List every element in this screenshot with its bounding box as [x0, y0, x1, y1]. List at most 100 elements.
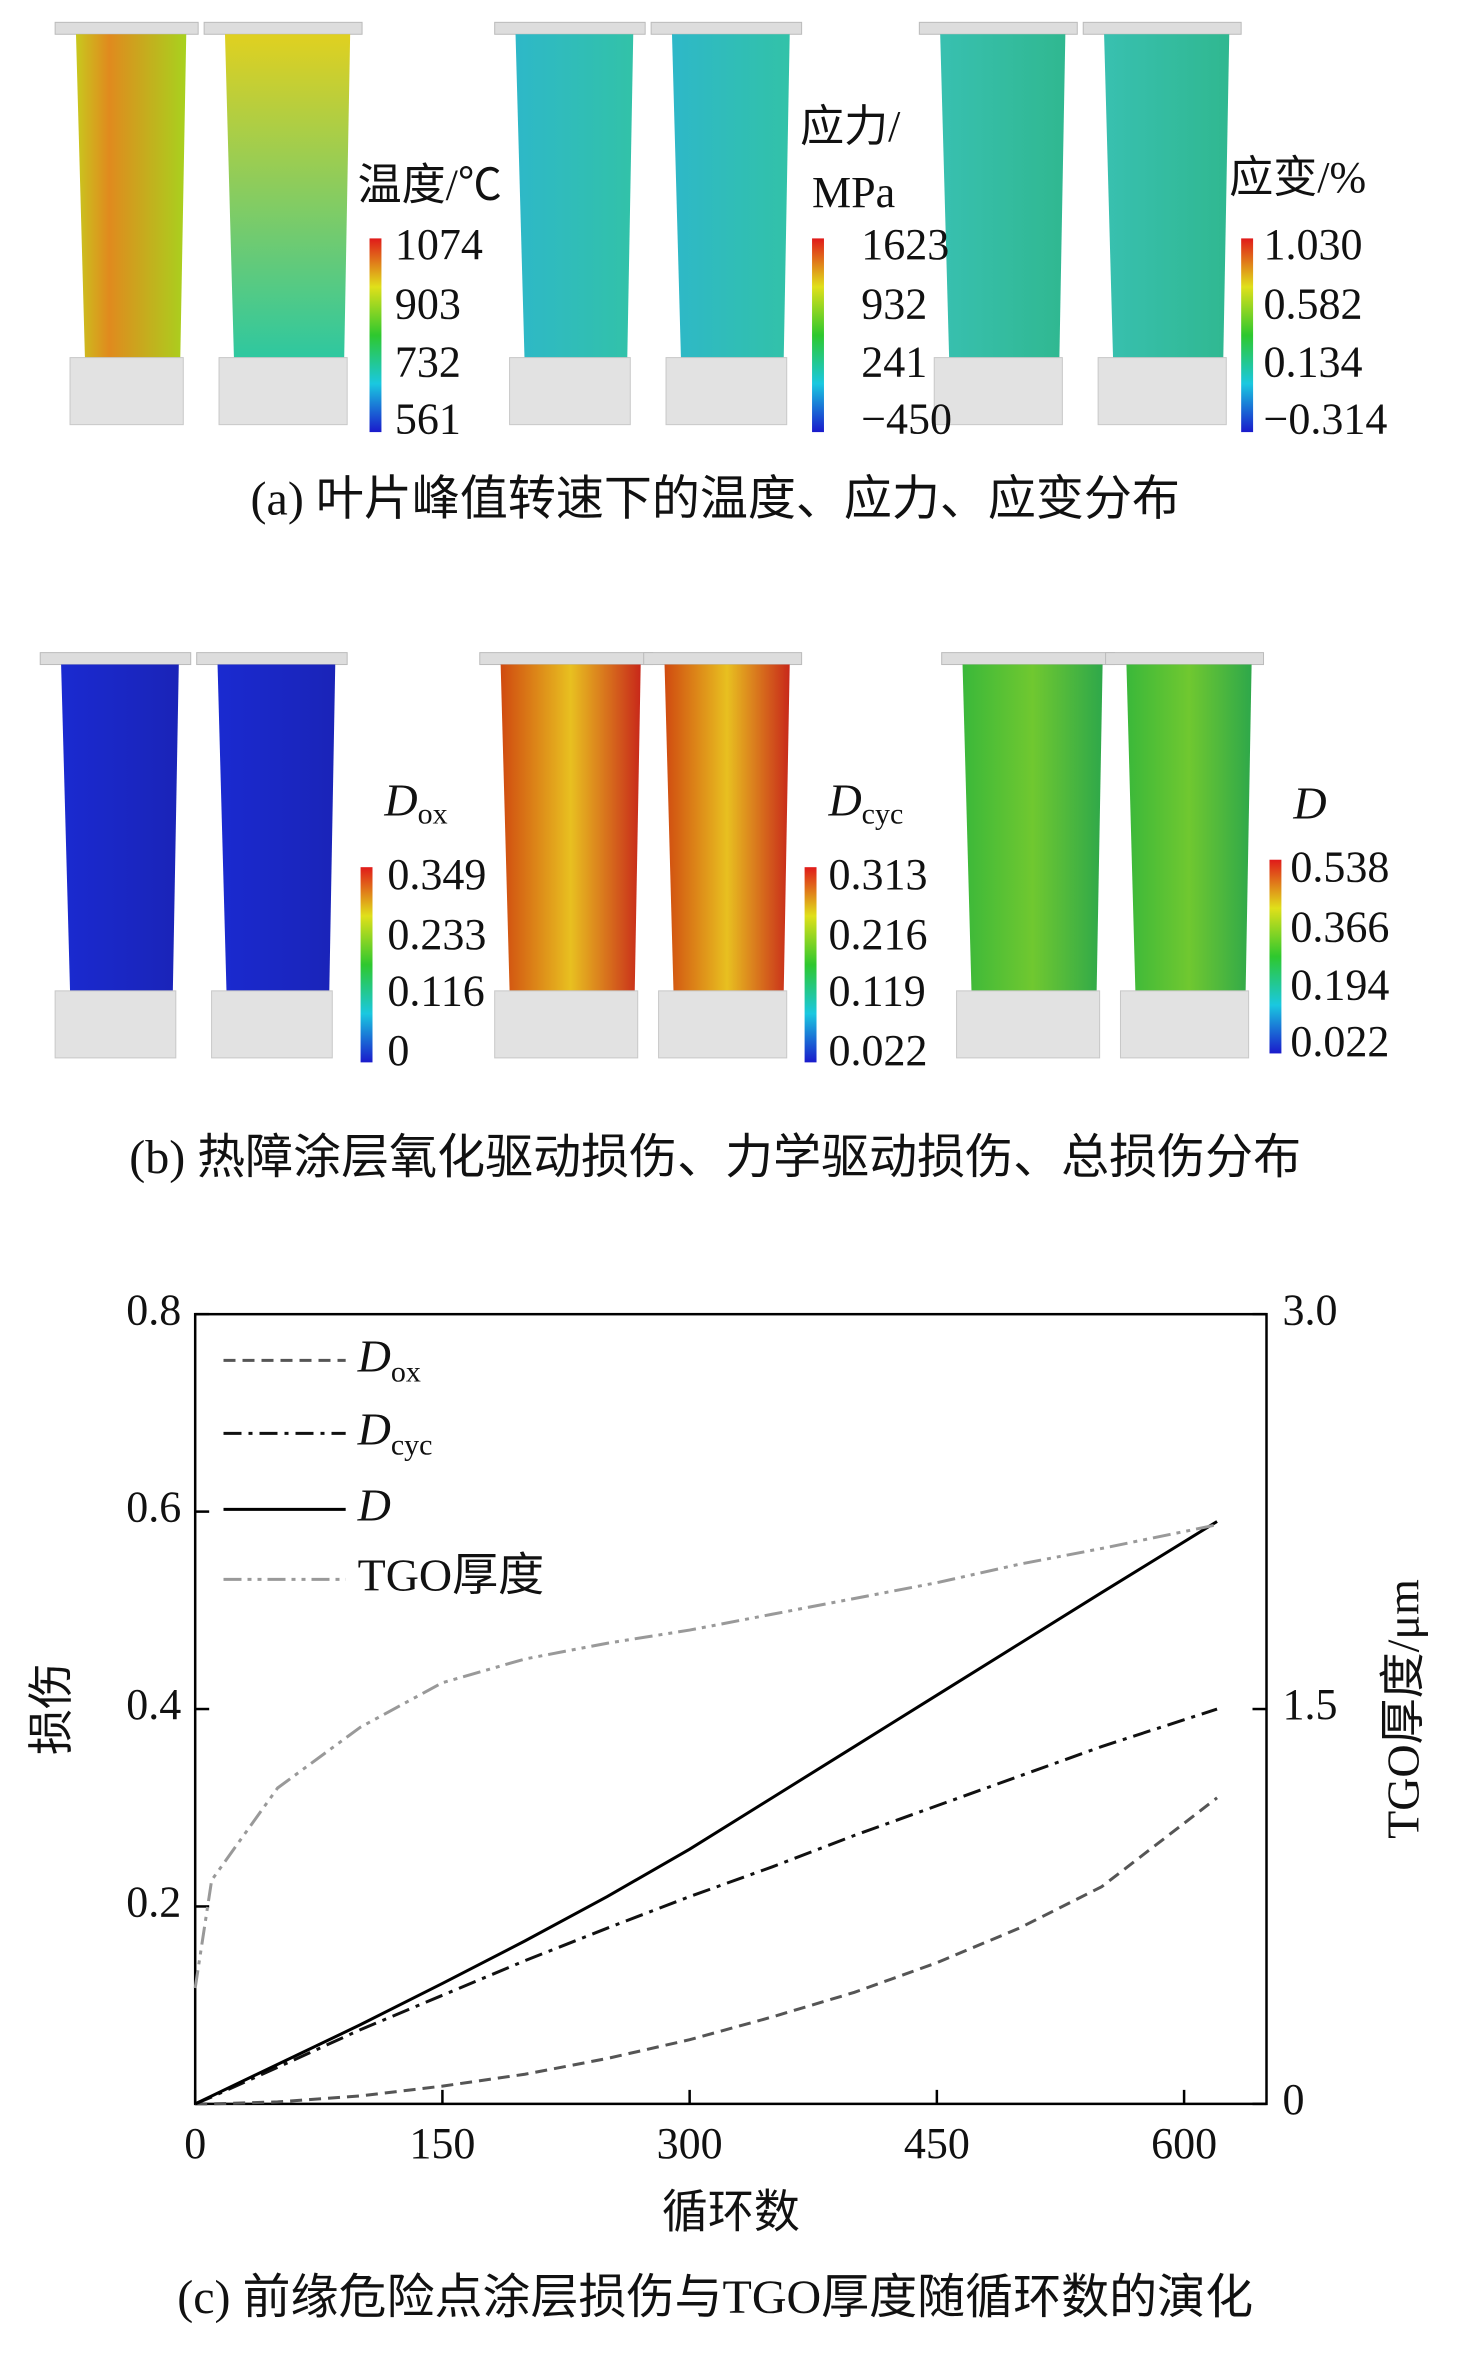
colorbar-title: 温度/℃ — [358, 160, 502, 209]
x-tick-label: 600 — [1151, 2119, 1217, 2168]
blade-root — [509, 357, 631, 426]
colorbar-tick-label: 0.194 — [1290, 960, 1389, 1009]
colorbar-tick-label: 1.030 — [1264, 220, 1363, 269]
blade-root — [211, 990, 333, 1059]
colorbar-title: 应力/ — [800, 102, 901, 151]
y-tick-label: 0.4 — [126, 1680, 181, 1729]
colorbar-tick-label: 0.233 — [387, 910, 486, 959]
colorbar-title: MPa — [812, 168, 895, 217]
blade-root — [494, 990, 639, 1059]
colorbar — [360, 867, 373, 1063]
blade — [1104, 34, 1230, 358]
colorbar-tick-label: 1623 — [861, 220, 949, 269]
blade — [940, 34, 1066, 358]
legend-name: D — [357, 1403, 391, 1454]
blade-platform — [479, 652, 654, 666]
colorbar — [812, 238, 824, 433]
colorbar-tick-label: 1074 — [395, 220, 483, 269]
y2-tick-label: 1.5 — [1283, 1680, 1338, 1729]
blade-platform — [494, 21, 646, 35]
y2-tick-label: 3.0 — [1283, 1285, 1338, 1334]
y-tick-label: 0.2 — [126, 1878, 181, 1927]
colorbar-title: 应变/% — [1229, 153, 1366, 202]
blade — [75, 34, 187, 358]
x-tick-label: 450 — [904, 2119, 970, 2168]
blade-root — [956, 990, 1101, 1059]
series-line — [194, 1707, 1218, 2106]
legend-subscript: cyc — [391, 1428, 433, 1461]
colorbar-tick-label: 0.313 — [828, 850, 927, 899]
y-axis-label: 损伤 — [26, 1663, 77, 1755]
colorbar-tick-label: −450 — [861, 394, 952, 443]
series-line — [193, 1523, 1218, 1989]
series-line — [194, 1520, 1218, 2106]
blade-platform — [39, 652, 192, 666]
caption: (b) 热障涂层氧化驱动损伤、力学驱动损伤、总损伤分布 — [129, 1131, 1301, 1184]
legend-label: Dox — [357, 1330, 421, 1388]
blade — [217, 664, 336, 991]
legend-name: D — [357, 1330, 391, 1381]
blade-root — [933, 357, 1063, 426]
y2-tick-label: 0 — [1283, 2075, 1305, 2124]
colorbar-title: D — [1292, 777, 1326, 828]
blade-root — [665, 357, 788, 426]
colorbar-tick-label: 0.022 — [828, 1026, 927, 1075]
colorbar-title: Dcyc — [827, 774, 903, 830]
colorbar-title-subscript: ox — [418, 797, 448, 830]
colorbar-title-symbol: D — [383, 774, 417, 825]
colorbar-title-symbol: D — [1292, 777, 1326, 828]
blade-platform — [1082, 21, 1242, 35]
caption: (c) 前缘危险点涂层损伤与TGO厚度随循环数的演化 — [177, 2271, 1253, 2324]
blade-platform — [54, 21, 199, 35]
colorbar-tick-label: 0.582 — [1264, 280, 1363, 329]
blade-platform — [1105, 652, 1265, 666]
blade-root — [1097, 357, 1227, 426]
legend-subscript: ox — [391, 1355, 421, 1388]
colorbar-tick-label: 0.119 — [828, 966, 925, 1015]
y-tick-label: 0.8 — [126, 1285, 181, 1334]
x-tick-label: 150 — [409, 2119, 475, 2168]
blade-root — [658, 990, 788, 1059]
colorbar — [1241, 238, 1254, 433]
blade — [1126, 664, 1252, 991]
legend-label: Dcyc — [357, 1403, 433, 1461]
blade-root — [1119, 990, 1250, 1059]
colorbar-tick-label: 0 — [387, 1026, 409, 1075]
colorbar-tick-label: 561 — [395, 394, 461, 443]
colorbar — [1269, 859, 1282, 1054]
blade — [224, 34, 351, 358]
colorbar-tick-label: 0.116 — [387, 966, 484, 1015]
colorbar-tick-label: 241 — [861, 338, 927, 387]
blade-root — [69, 357, 184, 426]
colorbar-tick-label: 0.366 — [1290, 902, 1389, 951]
colorbar-title-symbol: D — [827, 774, 861, 825]
colorbar-tick-label: 0.134 — [1264, 338, 1363, 387]
x-tick-label: 0 — [184, 2119, 206, 2168]
caption: (a) 叶片峰值转速下的温度、应力、应变分布 — [251, 473, 1180, 526]
colorbar-title-subscript: cyc — [862, 797, 904, 830]
colorbar-tick-label: 0.022 — [1290, 1017, 1389, 1066]
blade-platform — [203, 21, 363, 35]
legend-label: TGO厚度 — [358, 1549, 545, 1600]
colorbar-tick-label: 0.216 — [828, 910, 927, 959]
colorbar-tick-label: 932 — [861, 280, 927, 329]
colorbar-tick-label: 0.349 — [387, 850, 486, 899]
x-axis-label: 循环数 — [662, 2187, 800, 2238]
plot-frame — [193, 1312, 1268, 2106]
blade-platform — [650, 21, 803, 35]
blade-platform — [941, 652, 1116, 666]
colorbar-tick-label: −0.314 — [1264, 394, 1388, 443]
blade — [500, 664, 641, 991]
colorbar — [804, 867, 817, 1063]
colorbar-tick-label: 732 — [395, 338, 461, 387]
blade-platform — [196, 652, 348, 666]
colorbar-tick-label: 0.538 — [1290, 843, 1389, 892]
colorbar-tick-label: 903 — [395, 280, 461, 329]
blade — [61, 664, 179, 991]
blade — [664, 664, 790, 991]
legend-name: D — [357, 1479, 391, 1530]
legend-label: D — [357, 1479, 391, 1530]
blade-platform — [918, 21, 1078, 35]
